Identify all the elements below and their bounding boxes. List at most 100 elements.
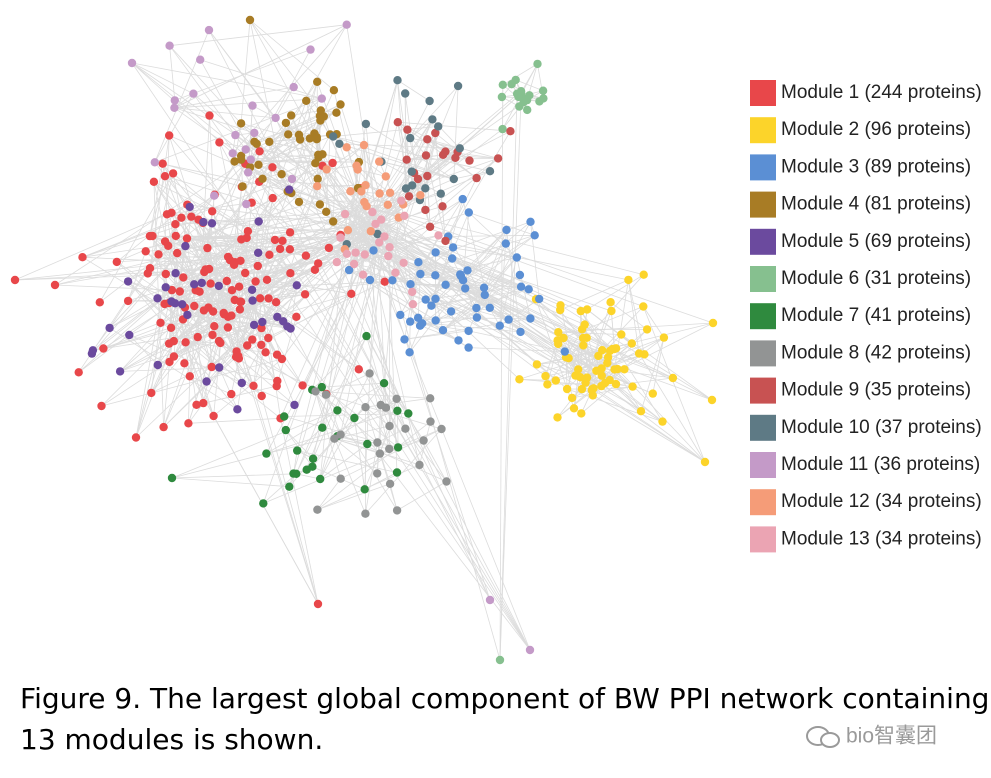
node	[349, 259, 359, 269]
edge	[285, 237, 374, 431]
node	[193, 332, 202, 342]
node	[332, 257, 341, 267]
edge	[339, 143, 460, 149]
node	[354, 365, 363, 374]
edge	[251, 189, 290, 290]
node	[441, 236, 450, 246]
node	[582, 333, 591, 342]
edge	[638, 353, 706, 463]
node	[399, 258, 408, 267]
edge	[499, 84, 504, 661]
edge	[425, 158, 499, 211]
edge	[127, 281, 220, 368]
node	[262, 449, 271, 458]
edge	[175, 245, 186, 274]
edge	[468, 330, 565, 352]
node	[405, 348, 414, 357]
node	[285, 228, 295, 237]
node	[385, 479, 395, 488]
edge	[168, 302, 214, 417]
network-edges	[14, 19, 714, 661]
edge	[363, 144, 380, 194]
node	[485, 167, 495, 176]
node	[294, 130, 304, 139]
node	[241, 145, 250, 154]
edge	[409, 247, 454, 353]
edge	[369, 373, 390, 450]
node	[332, 108, 341, 117]
node	[300, 290, 310, 299]
edge	[153, 181, 164, 428]
edge	[196, 385, 277, 406]
edge	[499, 93, 522, 661]
node	[434, 231, 443, 240]
node	[464, 343, 473, 352]
node	[431, 271, 440, 280]
node	[401, 184, 411, 193]
edge	[374, 217, 583, 330]
node	[87, 349, 97, 358]
edge	[281, 100, 307, 175]
node	[290, 400, 299, 410]
edge	[218, 285, 243, 384]
node	[425, 96, 434, 106]
node	[342, 249, 352, 258]
node	[234, 282, 244, 291]
node	[639, 302, 648, 311]
edge	[258, 134, 289, 166]
node	[289, 82, 298, 92]
edge	[506, 229, 521, 332]
node	[640, 350, 649, 359]
edge	[334, 438, 378, 474]
node	[196, 55, 205, 64]
legend-label: Module 9 (35 proteins)	[781, 380, 971, 401]
node	[329, 86, 339, 95]
node	[342, 143, 351, 152]
node	[554, 328, 563, 337]
node	[577, 409, 586, 418]
node	[333, 406, 342, 415]
edge	[261, 395, 319, 605]
node	[115, 367, 125, 376]
node	[159, 422, 168, 432]
node	[317, 94, 326, 103]
node	[431, 294, 440, 303]
node	[322, 165, 331, 174]
node	[560, 347, 569, 356]
node	[272, 350, 282, 359]
edge	[319, 410, 338, 480]
legend-label: Module 10 (37 proteins)	[781, 417, 982, 438]
edge	[242, 116, 325, 187]
edge	[354, 382, 385, 419]
edge	[203, 210, 357, 223]
node	[401, 424, 410, 433]
node	[329, 217, 338, 226]
node	[502, 225, 511, 235]
edge	[404, 93, 407, 189]
edge	[558, 331, 622, 335]
edge	[393, 236, 615, 370]
node	[170, 103, 179, 113]
edge	[149, 267, 291, 274]
node	[168, 169, 178, 178]
node	[207, 219, 217, 228]
node	[160, 172, 170, 181]
node	[202, 377, 211, 386]
node	[318, 423, 327, 432]
edge	[91, 221, 259, 354]
legend-swatch	[750, 117, 776, 144]
node	[180, 359, 189, 368]
node	[388, 276, 397, 285]
edge	[404, 330, 469, 340]
node	[302, 96, 311, 106]
node	[371, 219, 380, 229]
node	[268, 163, 277, 172]
node	[454, 336, 463, 345]
node	[707, 395, 717, 405]
node	[250, 128, 259, 138]
node	[257, 391, 266, 401]
node	[306, 45, 315, 54]
node	[185, 202, 194, 212]
edge	[467, 229, 507, 271]
node	[347, 289, 356, 298]
